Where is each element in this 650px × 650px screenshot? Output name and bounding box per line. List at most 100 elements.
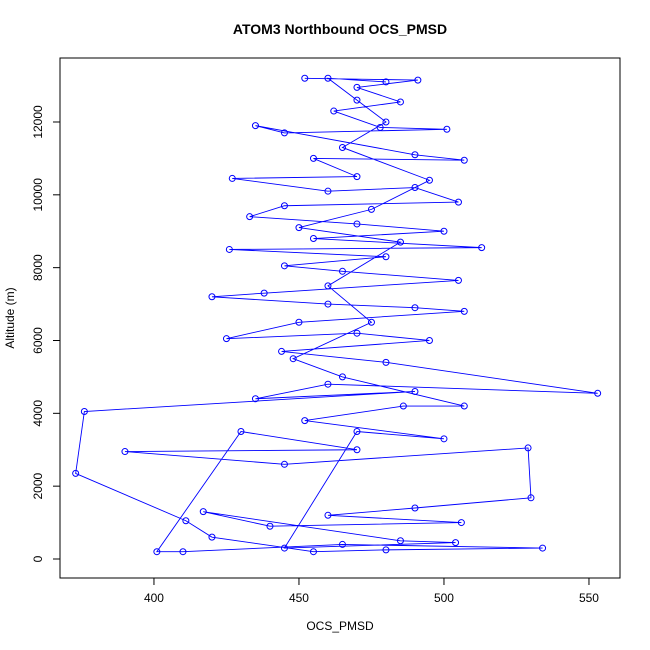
y-tick-label: 4000: [31, 400, 45, 427]
data-point: [539, 544, 547, 552]
series-line: [75, 77, 598, 553]
y-tick-label: 12000: [31, 105, 45, 139]
y-tick-label: 2000: [31, 472, 45, 499]
data-point: [280, 460, 288, 468]
data-point: [260, 289, 268, 297]
data-point: [251, 395, 259, 403]
data-point: [153, 548, 161, 556]
data-point: [382, 253, 390, 261]
x-tick-label: 450: [289, 591, 309, 605]
data-point: [367, 318, 375, 326]
data-point: [367, 205, 375, 213]
data-point: [225, 245, 233, 253]
data-point: [353, 220, 361, 228]
data-point: [222, 335, 230, 343]
data-point: [301, 417, 309, 425]
data-point: [411, 387, 419, 395]
x-tick-label: 500: [434, 591, 454, 605]
data-point: [454, 198, 462, 206]
data-point: [251, 122, 259, 130]
data-point: [452, 539, 460, 547]
data-point: [425, 176, 433, 184]
data-point: [182, 517, 190, 525]
data-point: [324, 380, 332, 388]
x-axis-label: OCS_PMSD: [306, 619, 374, 633]
data-point: [208, 293, 216, 301]
data-point: [353, 173, 361, 181]
data-point: [228, 174, 236, 182]
data-point: [309, 235, 317, 243]
data-point: [396, 537, 404, 545]
data-point: [280, 544, 288, 552]
data-point: [179, 548, 187, 556]
data-point: [280, 202, 288, 210]
data-point: [353, 96, 361, 104]
x-tick-label: 550: [579, 591, 599, 605]
data-point: [338, 540, 346, 548]
data-point: [527, 494, 535, 502]
data-point: [295, 318, 303, 326]
data-point: [399, 402, 407, 410]
data-point: [309, 548, 317, 556]
y-tick-label: 10000: [31, 178, 45, 212]
data-point: [524, 444, 532, 452]
data-point: [237, 428, 245, 436]
data-point: [266, 522, 274, 530]
data-point: [353, 446, 361, 454]
chart-title: ATOM3 Northbound OCS_PMSD: [233, 21, 447, 37]
data-point: [454, 276, 462, 284]
data-point: [330, 107, 338, 115]
data-point: [121, 448, 129, 456]
data-point: [324, 511, 332, 519]
data-point: [324, 74, 332, 82]
data-point: [440, 227, 448, 235]
data-point: [376, 123, 384, 131]
data-point: [396, 98, 404, 106]
data-point: [280, 129, 288, 137]
y-axis-label: Altitude (m): [3, 287, 17, 348]
data-point: [353, 329, 361, 337]
y-tick-label: 0: [31, 555, 45, 562]
data-point: [338, 143, 346, 151]
data-point: [382, 358, 390, 366]
data-point: [278, 347, 286, 355]
x-tick-label: 400: [144, 591, 164, 605]
data-point: [338, 373, 346, 381]
data-point: [382, 118, 390, 126]
data-point: [382, 546, 390, 554]
data-point: [324, 300, 332, 308]
data-point: [414, 76, 422, 84]
data-point: [440, 435, 448, 443]
data-point: [411, 151, 419, 159]
data-point: [594, 389, 602, 397]
data-point: [72, 469, 80, 477]
data-point: [208, 533, 216, 541]
data-point: [460, 402, 468, 410]
data-point: [80, 408, 88, 416]
data-point: [353, 428, 361, 436]
data-point: [324, 282, 332, 290]
data-point: [411, 304, 419, 312]
data-point: [280, 262, 288, 270]
y-tick-label: 8000: [31, 254, 45, 281]
data-point: [309, 154, 317, 162]
data-point: [246, 213, 254, 221]
data-point: [301, 74, 309, 82]
data-point: [353, 83, 361, 91]
plot-frame: [59, 57, 621, 579]
data-point: [425, 336, 433, 344]
data-point: [382, 78, 390, 86]
data-point: [295, 224, 303, 232]
data-point: [411, 504, 419, 512]
data-point: [460, 156, 468, 164]
data-point: [324, 187, 332, 195]
data-point: [478, 244, 486, 252]
data-point: [289, 355, 297, 363]
data-point: [457, 519, 465, 527]
data-point: [396, 238, 404, 246]
data-point: [443, 125, 451, 133]
data-point: [411, 184, 419, 192]
data-point: [460, 307, 468, 315]
data-point: [199, 508, 207, 516]
